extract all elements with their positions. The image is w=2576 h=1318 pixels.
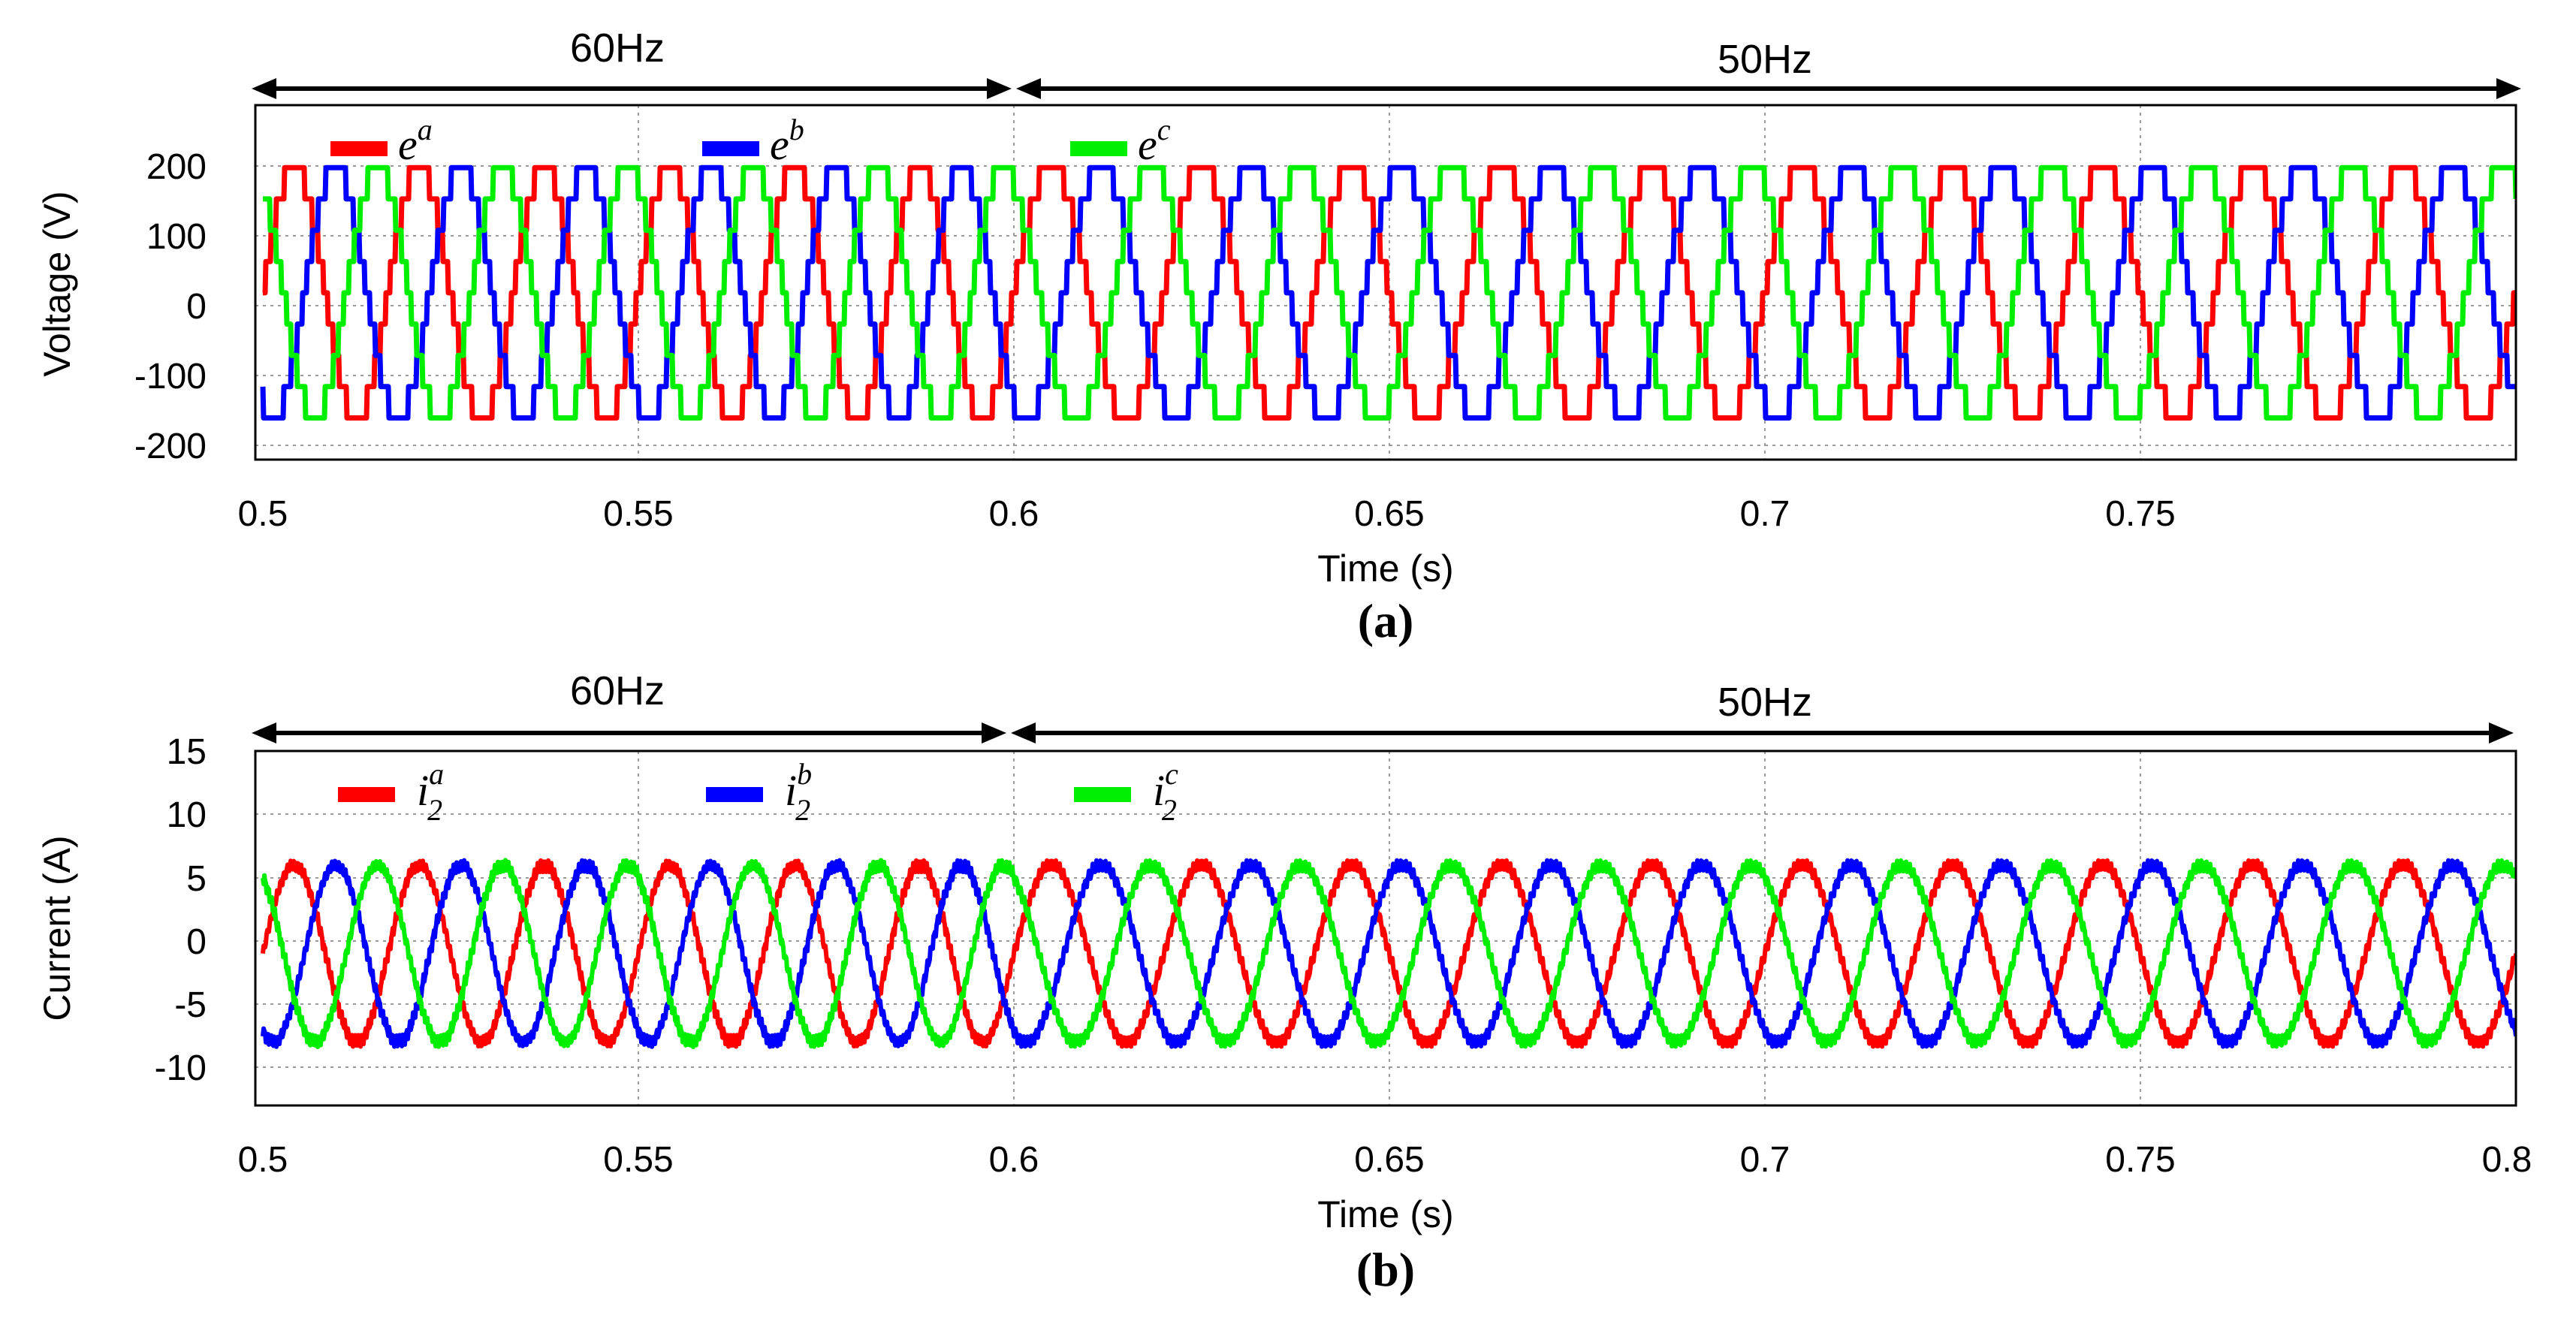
legend-sub-i2b: 2 bbox=[795, 793, 810, 827]
y-tick-label: 10 bbox=[167, 795, 207, 835]
legend-swatch-i2a bbox=[338, 787, 395, 802]
y-tick-label: 15 bbox=[167, 732, 207, 772]
legend-sup-ec: c bbox=[1157, 113, 1171, 146]
legend-label-i2c: i bbox=[1153, 766, 1165, 815]
x-tick-label: 0.6 bbox=[989, 494, 1039, 534]
panel-caption-a: (a) bbox=[1358, 594, 1414, 647]
svg-text:ec: ec bbox=[1138, 113, 1171, 169]
legend-sub-i2a: 2 bbox=[427, 793, 442, 827]
y-tick-label: -100 bbox=[134, 357, 207, 397]
current-y-ticks: 15 10 5 0 -5 -10 bbox=[155, 732, 207, 1088]
voltage-series-ea bbox=[261, 164, 2516, 421]
y-tick-label: 200 bbox=[146, 147, 207, 187]
annotation-50hz-a: 50Hz bbox=[1718, 37, 1812, 82]
legend-label-i2a: i bbox=[417, 766, 429, 815]
arrowhead-left-50hz-b bbox=[1011, 722, 1036, 743]
svg-text:ea: ea bbox=[398, 113, 433, 169]
annotation-50hz-b: 50Hz bbox=[1718, 680, 1812, 725]
legend-entry-i2a: ia 2 bbox=[338, 757, 444, 827]
x-tick-label: 0.6 bbox=[989, 1140, 1039, 1180]
arrowhead-right-50hz-a bbox=[2496, 78, 2521, 99]
voltage-x-ticks: 0.5 0.55 0.6 0.65 0.7 0.75 bbox=[238, 494, 2176, 534]
voltage-chart: ea eb ec 60Hz 50Hz 200 100 bbox=[36, 26, 2521, 647]
x-tick-label: 0.5 bbox=[238, 1140, 288, 1180]
legend-entry-i2c: ic 2 bbox=[1074, 757, 1178, 827]
x-tick-label: 0.55 bbox=[603, 1140, 673, 1180]
legend-label-eb: e bbox=[770, 120, 789, 169]
voltage-x-axis-label: Time (s) bbox=[1317, 547, 1453, 590]
arrowhead-left-60hz-a bbox=[252, 78, 276, 99]
x-tick-label: 0.55 bbox=[603, 494, 673, 534]
legend-swatch-i2b bbox=[706, 787, 763, 802]
voltage-traces bbox=[260, 164, 2516, 421]
x-tick-label: 0.65 bbox=[1354, 494, 1424, 534]
arrowhead-right-50hz-b bbox=[2489, 722, 2514, 743]
x-tick-label: 0.75 bbox=[2105, 1140, 2175, 1180]
current-series-i2b bbox=[261, 858, 2516, 1049]
legend-label-ea: e bbox=[398, 120, 418, 169]
panel-caption-b: (b) bbox=[1356, 1243, 1415, 1296]
current-y-axis-label: Current (A) bbox=[36, 835, 78, 1021]
legend-entry-ec: ec bbox=[1070, 113, 1171, 169]
current-grid bbox=[255, 751, 2516, 1105]
y-tick-label: 0 bbox=[186, 922, 207, 962]
legend-sup-i2b: b bbox=[797, 757, 812, 791]
x-tick-label: 0.8 bbox=[2482, 1140, 2532, 1180]
legend-label-ec: e bbox=[1138, 120, 1157, 169]
x-tick-label: 0.75 bbox=[2105, 494, 2175, 534]
y-tick-label: 100 bbox=[146, 217, 207, 257]
y-tick-label: 5 bbox=[186, 859, 207, 899]
current-series-i2c bbox=[261, 858, 2516, 1050]
arrowhead-right-60hz-a bbox=[987, 78, 1012, 99]
y-tick-label: -200 bbox=[134, 427, 207, 466]
y-tick-label: 0 bbox=[186, 287, 207, 327]
current-legend: ia 2 ib 2 ic 2 bbox=[338, 757, 1178, 827]
arrowhead-left-60hz-b bbox=[252, 722, 276, 743]
legend-sup-ea: a bbox=[418, 113, 433, 146]
y-tick-label: -5 bbox=[174, 985, 207, 1025]
legend-sup-eb: b bbox=[789, 113, 804, 146]
legend-entry-i2b: ib 2 bbox=[706, 757, 812, 827]
legend-swatch-ea bbox=[330, 141, 388, 156]
voltage-legend: ea eb ec bbox=[330, 113, 1171, 169]
svg-text:eb: eb bbox=[770, 113, 804, 169]
current-x-ticks: 0.5 0.55 0.6 0.65 0.7 0.75 0.8 bbox=[238, 1140, 2532, 1180]
current-chart: ia 2 ib 2 ic 2 60Hz 50Hz 15 10 bbox=[36, 668, 2532, 1296]
voltage-frequency-annotations: 60Hz 50Hz bbox=[252, 26, 2521, 99]
annotation-60hz-b: 60Hz bbox=[570, 668, 665, 713]
legend-swatch-eb bbox=[702, 141, 759, 156]
y-tick-label: -10 bbox=[155, 1048, 207, 1088]
legend-entry-ea: ea bbox=[330, 113, 433, 169]
legend-entry-eb: eb bbox=[702, 113, 804, 169]
legend-sup-i2c: c bbox=[1165, 757, 1178, 791]
legend-swatch-ec bbox=[1070, 141, 1127, 156]
legend-sub-i2c: 2 bbox=[1162, 793, 1177, 827]
voltage-y-axis-label: Voltage (V) bbox=[36, 191, 78, 376]
voltage-y-ticks: 200 100 0 -100 -200 bbox=[134, 147, 207, 466]
voltage-series-eb bbox=[260, 164, 2516, 421]
x-tick-label: 0.65 bbox=[1354, 1140, 1424, 1180]
x-tick-label: 0.5 bbox=[238, 494, 288, 534]
voltage-plot-frame bbox=[254, 104, 2517, 461]
x-tick-label: 0.7 bbox=[1740, 1140, 1790, 1180]
arrowhead-right-60hz-b bbox=[982, 722, 1006, 743]
annotation-60hz-a: 60Hz bbox=[570, 26, 665, 71]
current-series-i2a bbox=[261, 858, 2516, 1049]
legend-sup-i2a: a bbox=[429, 757, 444, 791]
current-frequency-annotations: 60Hz 50Hz bbox=[252, 668, 2514, 743]
svg-text:ib2: ib 2 bbox=[785, 757, 812, 827]
current-traces bbox=[261, 858, 2516, 1050]
legend-label-i2b: i bbox=[785, 766, 797, 815]
current-x-axis-label: Time (s) bbox=[1317, 1193, 1453, 1235]
x-tick-label: 0.7 bbox=[1740, 494, 1790, 534]
svg-text:ic2: ic 2 bbox=[1153, 757, 1178, 827]
arrowhead-left-50hz-a bbox=[1016, 78, 1041, 99]
voltage-series-ec bbox=[261, 164, 2516, 421]
legend-swatch-i2c bbox=[1074, 787, 1131, 802]
svg-text:ia2: ia 2 bbox=[417, 757, 444, 827]
current-plot-frame bbox=[254, 749, 2517, 1107]
